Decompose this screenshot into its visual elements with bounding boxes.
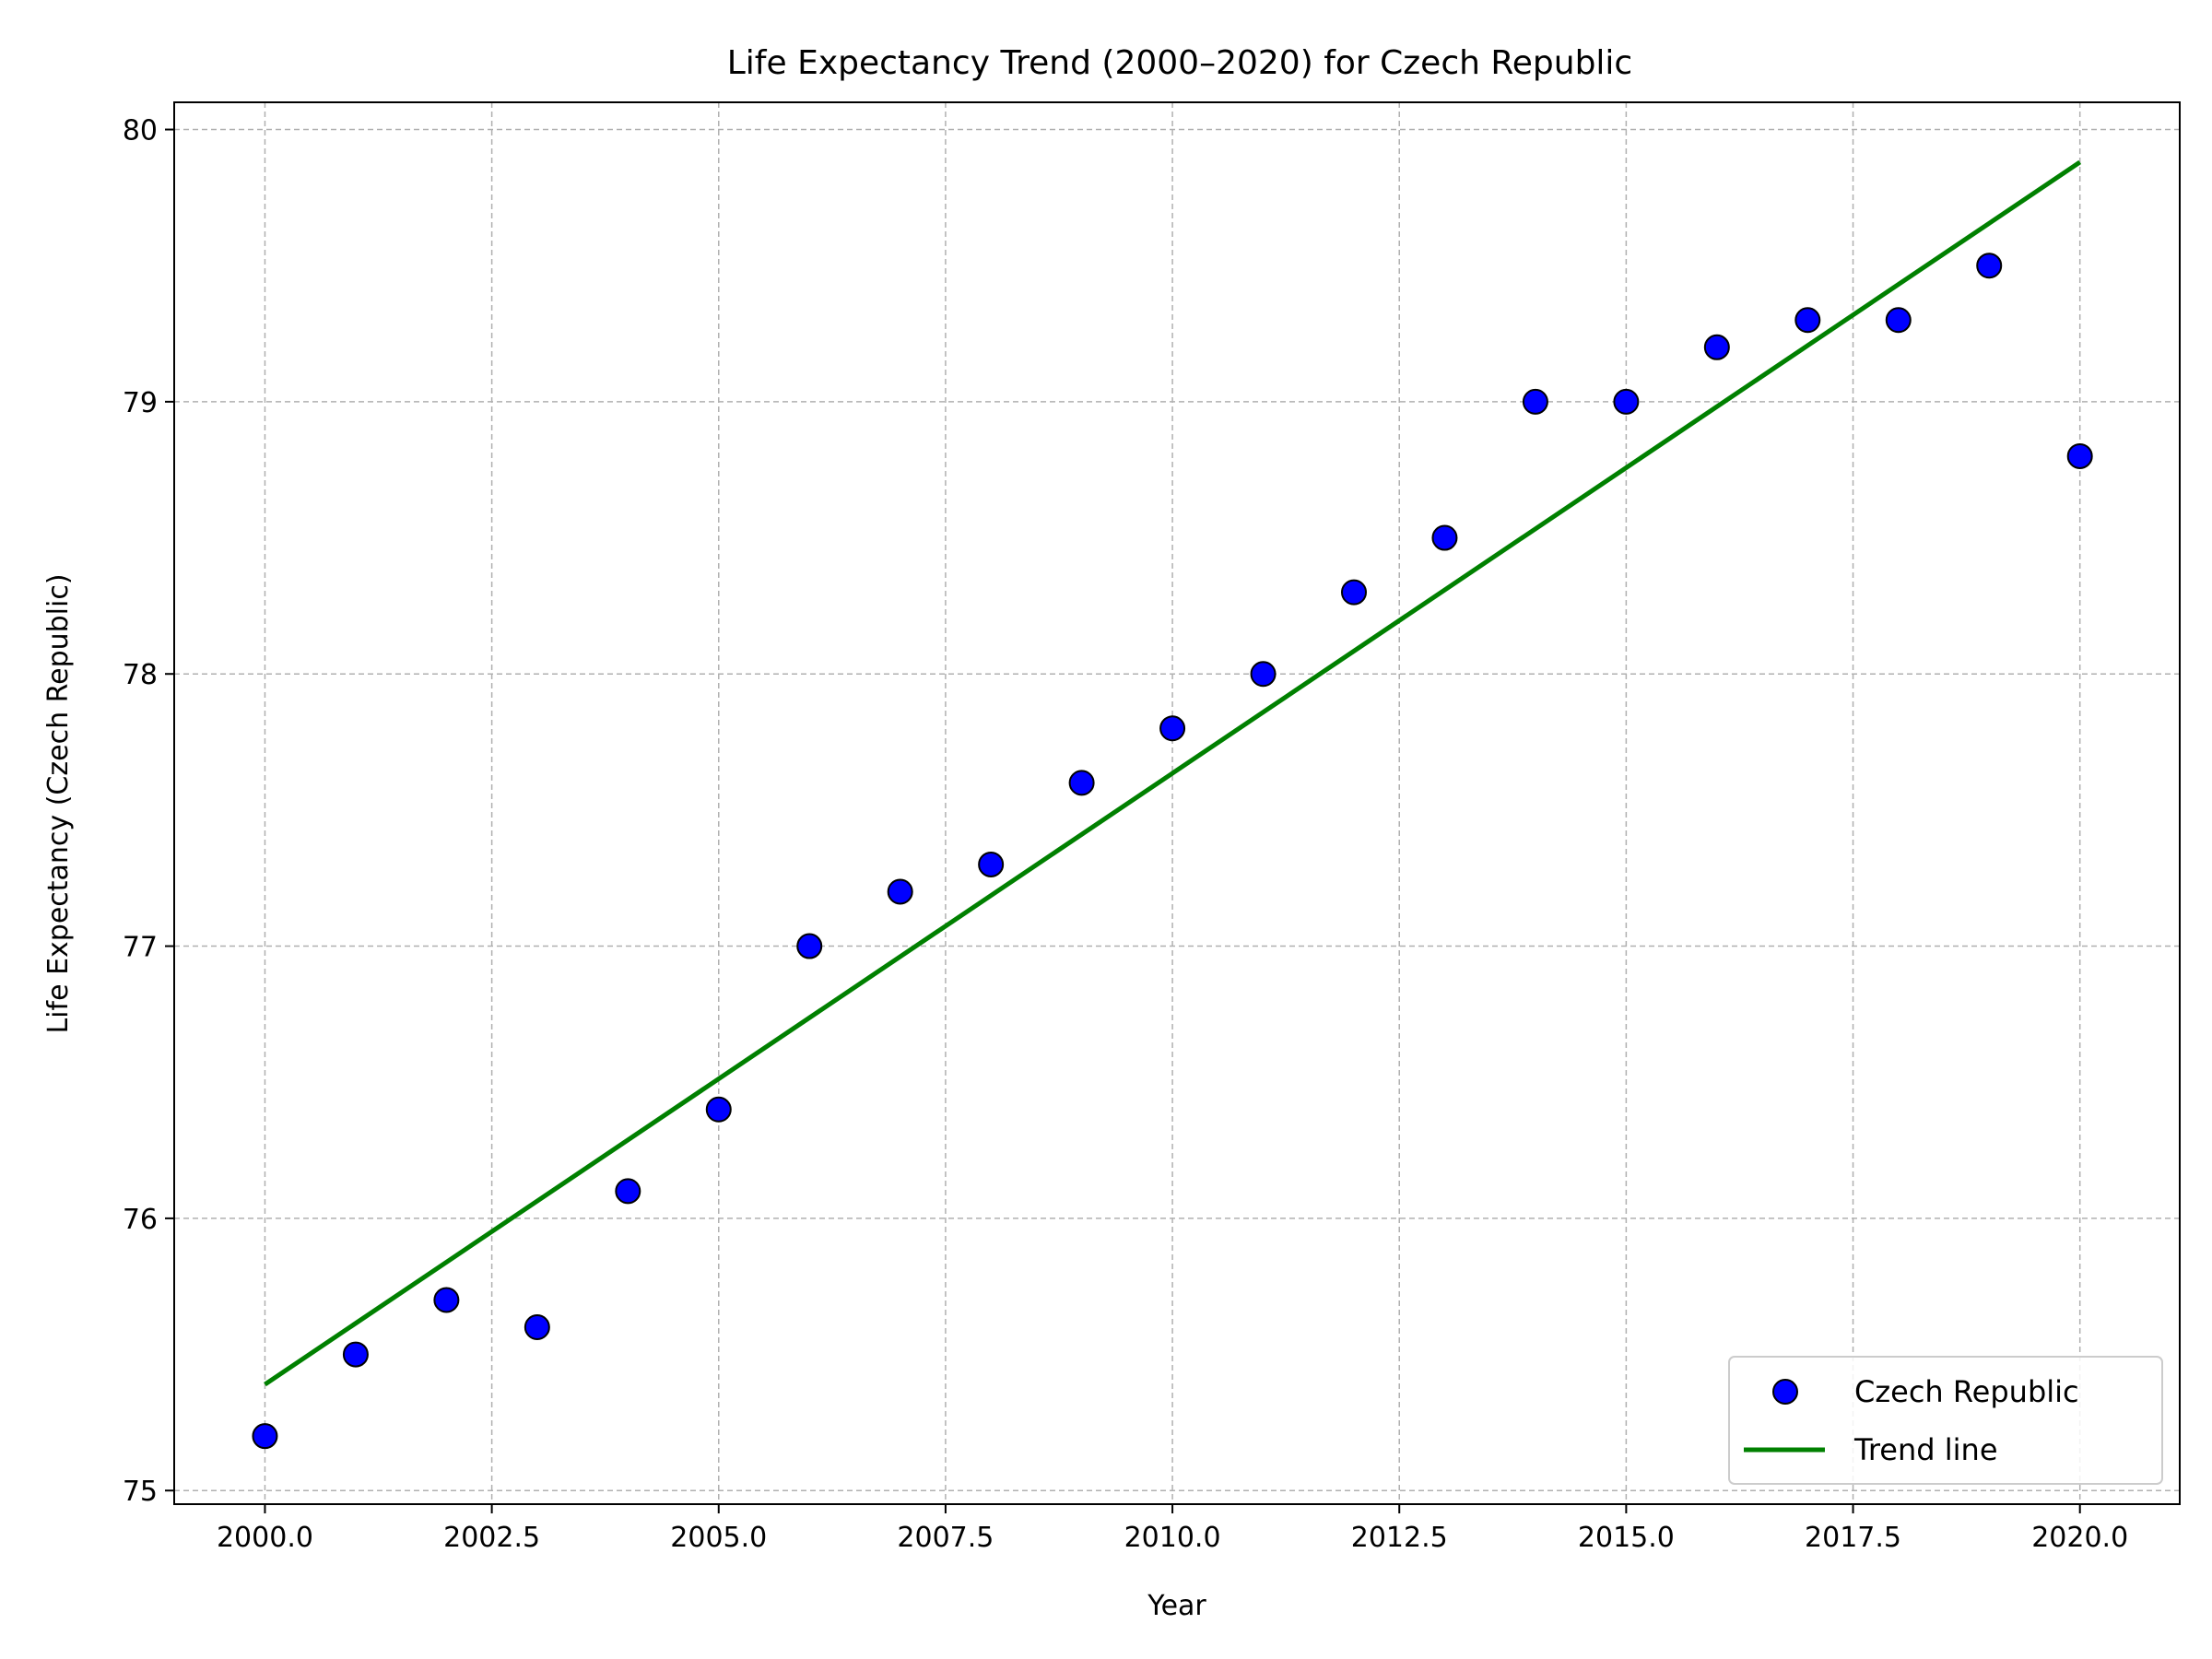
y-axis-ticks: 75 76 77 78 79 80 (123, 115, 174, 1508)
data-point (978, 851, 1005, 877)
data-point (1250, 661, 1277, 688)
data-point (1794, 307, 1821, 334)
y-tick-label: 76 (123, 1204, 158, 1236)
data-point (1068, 770, 1095, 796)
x-tick-label: 2002.5 (443, 1522, 540, 1554)
data-point (1703, 334, 1730, 360)
data-point (1431, 524, 1458, 551)
x-tick-label: 2000.0 (217, 1522, 313, 1554)
x-tick-label: 2017.5 (1805, 1522, 1901, 1554)
legend-label-czech-republic: Czech Republic (1854, 1374, 2079, 1409)
legend-label-trend-line: Trend line (1853, 1432, 1998, 1467)
x-tick-label: 2007.5 (897, 1522, 994, 1554)
legend-marker-czech-republic (1772, 1379, 1798, 1405)
x-tick-label: 2015.0 (1578, 1522, 1675, 1554)
data-point (615, 1178, 641, 1205)
plot-frame (173, 101, 2181, 1505)
x-tick-label: 2020.0 (2031, 1522, 2128, 1554)
legend-box (1728, 1356, 2163, 1485)
data-point (1159, 715, 1186, 742)
y-tick-label: 79 (123, 387, 158, 419)
trend-line-layer (264, 159, 2082, 1387)
x-tick-label: 2010.0 (1124, 1522, 1221, 1554)
x-tick-label: 2005.0 (670, 1522, 767, 1554)
data-point (342, 1341, 369, 1368)
data-point (2066, 442, 2093, 469)
trend-line (264, 159, 2082, 1387)
y-tick-label: 78 (123, 659, 158, 691)
y-tick-label: 80 (123, 115, 158, 147)
data-point (524, 1314, 550, 1341)
data-point (796, 933, 823, 959)
data-point (1885, 307, 1912, 334)
scatter-points (252, 253, 2093, 1450)
data-point (1341, 579, 1367, 606)
x-axis-ticks: 2000.0 2002.5 2005.0 2007.5 2010.0 2012.5 2015… (217, 1504, 2128, 1554)
x-axis-label: Year (1147, 1590, 1206, 1622)
y-tick-label: 77 (123, 932, 158, 964)
y-axis-label: Life Expectancy (Czech Republic) (42, 573, 75, 1033)
chart-title: Life Expectancy Trend (2000–2020) for Cz… (727, 44, 1632, 82)
data-point (887, 878, 913, 905)
x-tick-label: 2012.5 (1351, 1522, 1448, 1554)
data-point (433, 1287, 460, 1313)
data-point (1613, 388, 1640, 415)
data-point (705, 1096, 732, 1123)
data-point (1976, 253, 2003, 279)
legend: Czech Republic Trend line (1728, 1356, 2163, 1485)
y-tick-label: 75 (123, 1476, 158, 1508)
data-point (252, 1423, 278, 1450)
data-point (1522, 388, 1548, 415)
